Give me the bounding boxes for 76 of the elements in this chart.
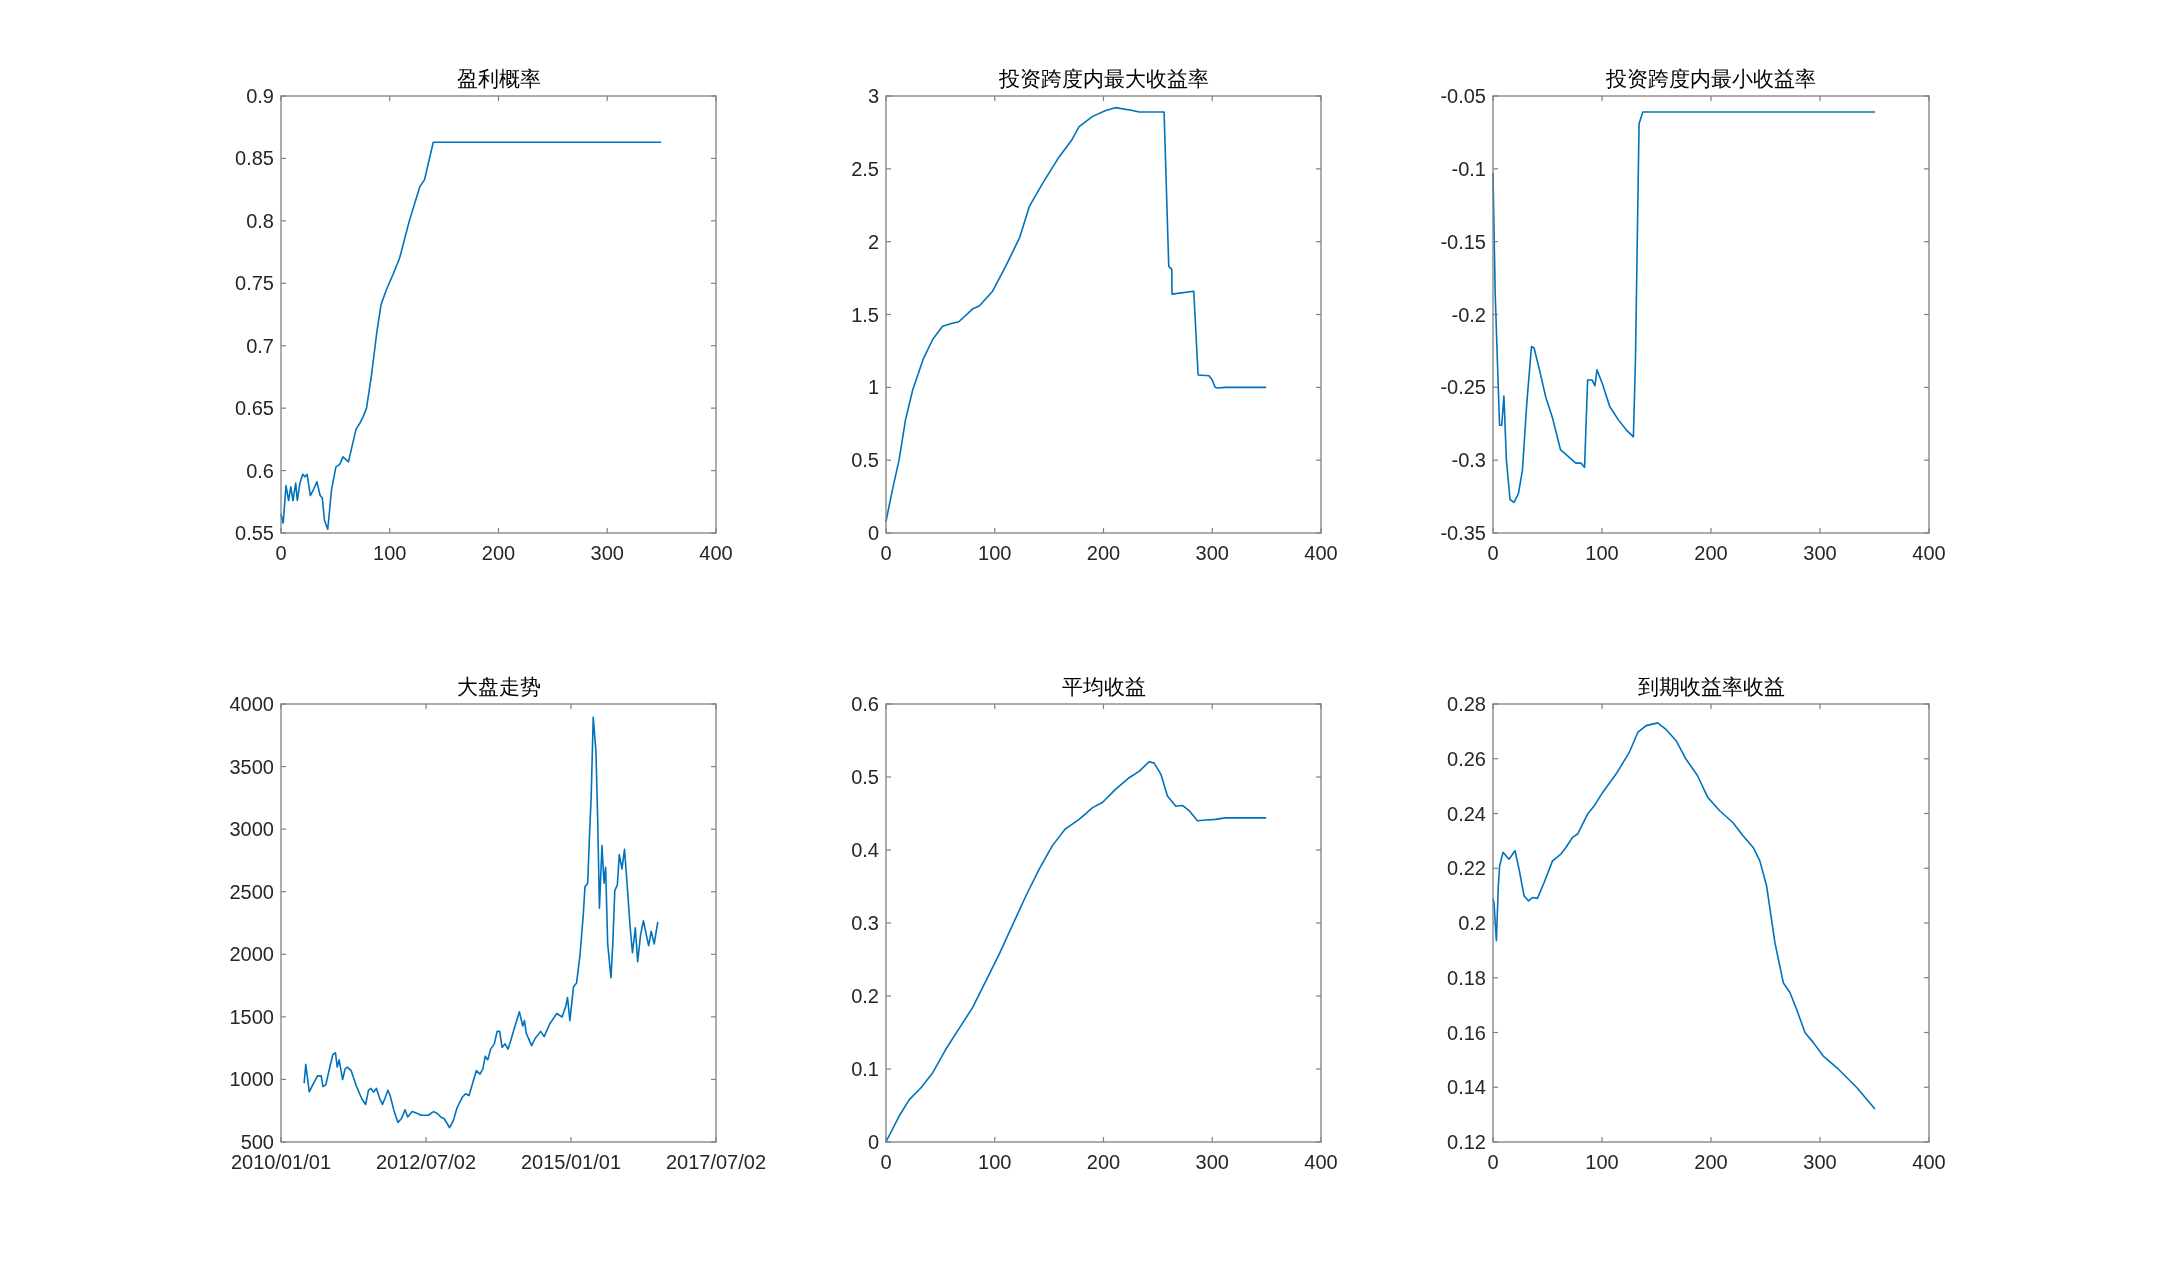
y-tick-label: 0.1 [851,1058,879,1080]
y-tick-label: 0.28 [1447,693,1486,715]
y-tick-label: 0.3 [851,912,879,934]
x-tick-label: 400 [1912,542,1946,564]
y-tick-label: 0.9 [246,85,274,107]
chart-title: 大盘走势 [456,675,541,699]
y-tick-label: 4000 [229,693,274,715]
x-tick-label: 400 [1304,1151,1338,1173]
x-tick-label: 2012/07/02 [375,1151,477,1173]
y-tick-label: 0.6 [246,459,274,482]
y-tick-label: 2.5 [851,157,879,180]
y-tick-label: 0.18 [1447,966,1486,989]
x-tick-label: 300 [590,542,624,564]
y-tick-label: -0.15 [1440,230,1486,253]
x-tick-label: 200 [1086,1151,1121,1173]
x-tick-label: 400 [1304,542,1338,564]
y-tick-label: 1500 [229,1005,274,1028]
y-tick-label: -0.25 [1440,376,1486,399]
x-tick-label: 2015/01/01 [520,1151,622,1173]
x-tick-label: 300 [1195,1151,1229,1173]
y-tick-label: 500 [240,1131,274,1153]
x-tick-label: 400 [699,542,733,564]
y-tick-label: 0.2 [1458,912,1486,934]
y-tick-label: 0.8 [246,209,274,232]
x-tick-label: 100 [373,542,407,564]
chart-title: 投资跨度内最大收益率 [997,67,1209,91]
y-tick-label: 0.5 [851,449,879,472]
chart-title: 平均收益 [1061,675,1146,699]
y-tick-label: -0.1 [1451,157,1486,180]
x-tick-label: 200 [1694,1151,1728,1173]
y-tick-label: 3500 [229,755,274,778]
y-tick-label: 0 [867,522,879,544]
y-tick-label: 1000 [229,1068,274,1091]
x-tick-label: 100 [978,542,1012,564]
y-tick-label: 0.5 [851,766,879,788]
y-tick-label: -0.05 [1440,85,1486,107]
chart-title: 到期收益率收益 [1637,675,1785,699]
y-tick-label: 0.6 [851,693,879,715]
y-tick-label: 2500 [229,880,274,903]
x-tick-label: 300 [1803,542,1837,564]
x-tick-label: 2010/01/01 [230,1151,332,1173]
y-tick-label: 3000 [229,818,274,841]
y-tick-label: 0.14 [1447,1076,1486,1099]
y-tick-label: -0.35 [1440,522,1486,544]
y-tick-label: 0.2 [851,985,879,1007]
y-tick-label: 0.85 [235,147,274,170]
y-tick-label: 0.16 [1447,1021,1486,1044]
y-tick-label: 0.7 [246,334,274,357]
y-tick-label: 0.24 [1447,802,1486,825]
x-tick-label: 100 [978,1151,1012,1173]
chart-title: 投资跨度内最小收益率 [1605,67,1816,91]
x-tick-label: 2017/07/02 [665,1151,767,1173]
y-tick-label: -0.2 [1451,303,1486,326]
y-tick-label: 2 [867,230,879,253]
chart-title: 盈利概率 [456,67,541,91]
x-tick-label: 300 [1803,1151,1837,1173]
x-tick-label: 200 [1694,542,1728,564]
y-tick-label: 0.26 [1447,747,1486,770]
y-tick-label: 0.22 [1447,857,1486,880]
y-tick-label: 0.65 [235,397,274,420]
y-tick-label: -0.3 [1451,449,1486,472]
x-tick-label: 400 [1912,1151,1946,1173]
x-tick-label: 100 [1585,542,1619,564]
x-tick-label: 200 [1086,542,1121,564]
y-tick-label: 3 [867,85,879,107]
x-tick-label: 100 [1585,1151,1619,1173]
y-tick-label: 1 [867,376,879,399]
y-tick-label: 0.55 [235,522,274,544]
y-tick-label: 0.4 [851,839,879,861]
y-tick-label: 2000 [229,943,274,966]
y-tick-label: 0.12 [1447,1131,1486,1153]
y-tick-label: 1.5 [851,303,879,326]
y-tick-label: 0.75 [235,272,274,295]
x-tick-label: 200 [481,542,516,564]
x-tick-label: 300 [1195,542,1229,564]
y-tick-label: 0 [867,1131,879,1153]
